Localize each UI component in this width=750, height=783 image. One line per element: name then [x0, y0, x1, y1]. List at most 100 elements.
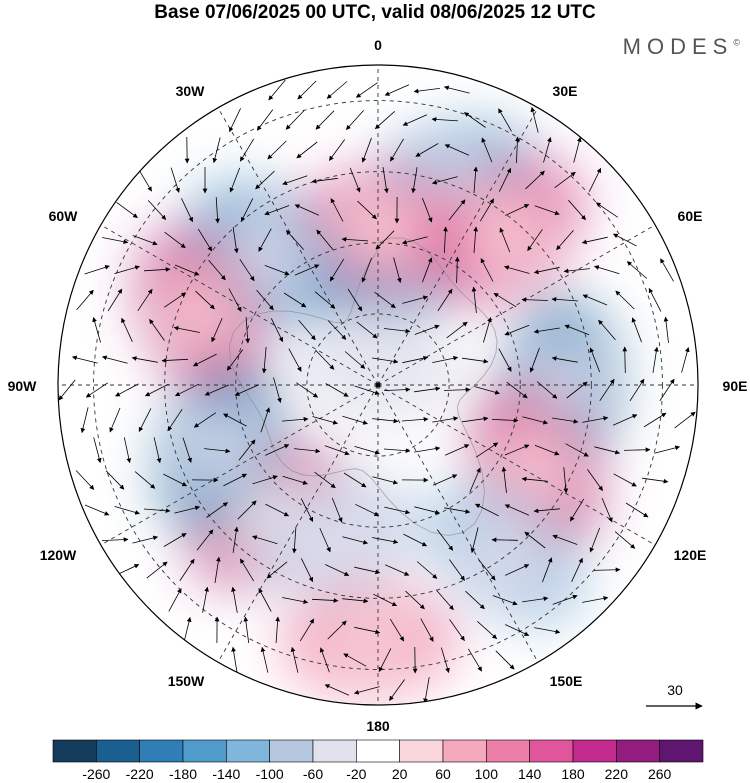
wind-arrow — [143, 508, 171, 514]
wind-arrow — [479, 198, 495, 222]
wind-arrow — [164, 231, 186, 249]
wind-arrow — [525, 170, 545, 190]
wind-arrow — [551, 356, 578, 363]
wind-arrow — [76, 289, 94, 311]
wind-arrow — [193, 412, 217, 428]
graticule — [58, 65, 698, 705]
wind-arrow — [223, 473, 248, 487]
wind-arrow — [527, 229, 543, 252]
colorbar-tick-label: -100 — [256, 766, 284, 782]
wind-arrow — [229, 108, 241, 133]
wind-arrow — [581, 236, 608, 245]
wind-arrow — [436, 529, 454, 551]
wind-arrow — [475, 442, 499, 458]
wind-arrow — [341, 237, 369, 242]
wind-arrow — [582, 416, 609, 423]
wind-arrow — [232, 227, 239, 254]
wind-arrow — [373, 593, 398, 607]
wind-arrow — [355, 503, 380, 517]
wind-arrow — [215, 196, 220, 224]
wind-arrow — [504, 444, 530, 456]
wind-arrow — [231, 586, 238, 613]
meridian-line — [377, 107, 539, 386]
wind-arrow — [432, 355, 459, 363]
wind-arrow — [536, 381, 558, 399]
wind-arrow — [325, 383, 349, 397]
wind-arrow — [163, 533, 187, 547]
wind-arrow — [229, 167, 241, 193]
wind-arrow — [402, 114, 428, 126]
wind-arrow — [265, 503, 290, 517]
brand-logo: MODES© — [623, 34, 740, 60]
wind-arrow — [411, 167, 418, 194]
wind-arrow — [264, 205, 290, 216]
wind-arrow — [167, 408, 183, 432]
copyright-mark: © — [733, 37, 740, 48]
wind-arrow — [505, 624, 530, 636]
wind-arrow — [622, 346, 628, 374]
wind-arrow — [353, 686, 380, 695]
wind-arrow — [405, 590, 425, 610]
colorbar-swatch — [96, 739, 140, 763]
wind-arrow — [342, 415, 368, 425]
wind-arrow — [260, 646, 269, 673]
wind-arrow — [105, 470, 125, 490]
colorbar-swatch — [659, 739, 704, 763]
colorbar-swatch — [52, 739, 97, 763]
wind-arrow — [208, 259, 226, 281]
wind-arrow — [589, 527, 601, 553]
label-lon-90e: 90E — [723, 378, 748, 394]
wind-arrow — [252, 535, 278, 545]
wind-arrow — [121, 317, 133, 342]
wind-arrow — [469, 467, 481, 493]
wind-arrow — [414, 324, 440, 335]
colorbar-swatch — [139, 739, 184, 763]
wind-arrow — [565, 443, 589, 457]
wind-arrow — [642, 477, 669, 484]
colorbar-swatch — [312, 739, 357, 763]
wind-arrow — [238, 439, 256, 461]
wind-arrow — [327, 620, 347, 640]
anomaly-center — [293, 316, 463, 425]
wind-arrow — [552, 534, 578, 545]
wind-arrow — [266, 561, 288, 579]
wind-arrow — [114, 506, 140, 515]
wind-arrow — [464, 112, 486, 128]
wind-arrow — [163, 473, 188, 487]
wind-arrow — [328, 139, 346, 161]
wind-arrow — [294, 204, 320, 216]
wind-arrow — [422, 257, 433, 283]
wind-arrow — [134, 471, 156, 489]
wind-arrow — [529, 347, 540, 373]
wind-arrow — [378, 648, 392, 673]
wind-arrow — [389, 679, 405, 701]
wind-arrow — [212, 137, 221, 164]
wind-arrow — [420, 618, 434, 642]
wind-arrow — [356, 321, 378, 339]
wind-arrow — [170, 167, 180, 193]
wind-arrow — [252, 475, 278, 485]
wind-arrow — [298, 319, 316, 341]
wind-arrow — [349, 167, 361, 193]
wind-arrow — [437, 288, 453, 312]
wind-arrow — [258, 588, 272, 612]
wind-arrow — [383, 387, 411, 392]
wind-arrow — [384, 506, 411, 515]
anomaly-fill — [140, 126, 617, 695]
wind-arrow — [261, 346, 267, 374]
wind-arrow — [393, 257, 402, 283]
wind-arrow — [566, 381, 588, 399]
wind-arrow — [116, 201, 138, 219]
wind-arrow — [543, 137, 552, 163]
wind-arrow — [504, 324, 530, 336]
wind-arrow — [521, 476, 548, 482]
wind-arrow — [552, 417, 579, 424]
wind-arrow — [267, 140, 287, 160]
wind-arrow — [234, 384, 260, 396]
wind-arrow — [533, 508, 560, 514]
wind-arrow — [173, 325, 200, 333]
label-lon-150e: 150E — [550, 673, 583, 689]
wind-arrow — [226, 349, 244, 371]
colorbar-swatch — [529, 739, 574, 763]
wind-arrow — [288, 348, 302, 372]
